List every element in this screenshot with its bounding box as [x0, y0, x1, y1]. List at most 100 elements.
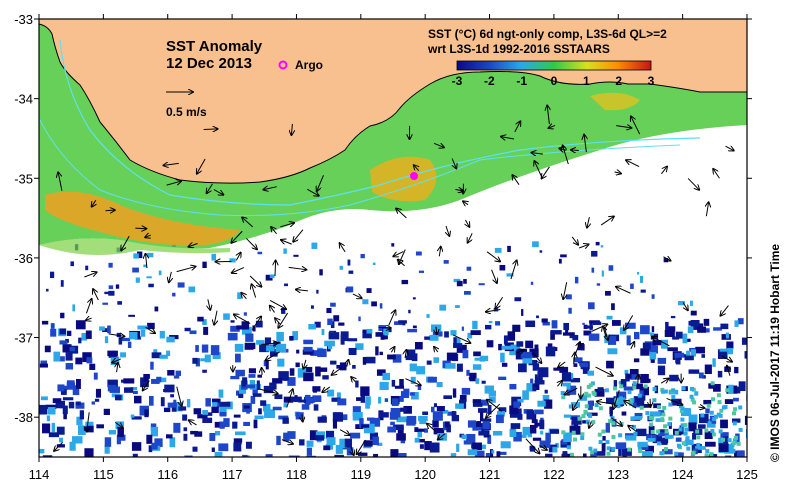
anomaly-pixel: [362, 330, 372, 339]
anomaly-pixel: [682, 333, 688, 344]
anomaly-pixel: [684, 409, 689, 414]
colorbar: [456, 60, 652, 71]
anomaly-pixel: [50, 323, 55, 329]
warm-anomaly-patch-east: [590, 92, 640, 111]
current-vector-arrow: [114, 421, 122, 427]
anomaly-pixel: [245, 459, 248, 463]
anomaly-pixel: [96, 424, 104, 429]
anomaly-pixel: [333, 315, 340, 322]
anomaly-pixel: [193, 408, 202, 415]
anomaly-pixel: [148, 445, 153, 453]
anomaly-pixel: [633, 431, 638, 436]
current-vector-arrow: [261, 343, 277, 345]
anomaly-pixel: [591, 420, 596, 425]
anomaly-pixel: [481, 425, 485, 435]
anomaly-pixel: [337, 398, 347, 406]
anomaly-pixel: [571, 417, 582, 425]
anomaly-pixel: [640, 289, 646, 293]
anomaly-pixel: [352, 406, 361, 416]
anomaly-pixel: [332, 419, 338, 429]
anomaly-pixel: [339, 265, 343, 270]
anomaly-pixel: [482, 418, 492, 422]
anomaly-pixel: [414, 428, 425, 432]
anomaly-pixel: [365, 396, 371, 406]
anomaly-pixel: [53, 351, 61, 362]
anomaly-pixel: [163, 388, 173, 393]
anomaly-pixel: [424, 336, 430, 340]
anomaly-pixel: [565, 294, 572, 300]
anomaly-pixel: [733, 435, 738, 440]
current-vector-arrow: [666, 397, 683, 404]
current-vector-arrow: [87, 412, 90, 431]
anomaly-pixel: [663, 389, 668, 394]
anomaly-pixel: [547, 343, 553, 348]
anomaly-pixel: [593, 448, 598, 453]
anomaly-pixel: [690, 397, 695, 402]
anomaly-pixel: [242, 377, 248, 387]
anomaly-pixel: [383, 328, 389, 336]
anomaly-pixel: [513, 401, 521, 408]
anomaly-pixel: [75, 320, 86, 330]
anomaly-pixel: [677, 452, 684, 457]
anomaly-pixel: [242, 454, 248, 457]
anomaly-pixel: [214, 430, 221, 436]
anomaly-pixel: [400, 391, 410, 399]
colorbar-tick-label: 1: [583, 74, 590, 88]
anomaly-pixel: [274, 394, 283, 400]
current-vector-arrow: [626, 160, 640, 167]
current-vector-arrow: [637, 375, 638, 389]
anomaly-pixel: [56, 426, 65, 435]
anomaly-pixel: [541, 318, 548, 323]
anomaly-pixel: [596, 283, 601, 286]
current-vector-arrow: [280, 223, 294, 228]
anomaly-pixel: [566, 385, 571, 390]
anomaly-pixel: [66, 330, 72, 336]
current-vector-arrow: [108, 334, 125, 336]
anomaly-pixel: [340, 335, 345, 345]
anomaly-pixel: [703, 318, 710, 326]
anomaly-pixel: [626, 335, 631, 346]
current-vector-arrow: [54, 442, 63, 451]
anomaly-pixel: [525, 320, 536, 328]
anomaly-pixel: [355, 343, 364, 350]
anomaly-pixel: [437, 433, 447, 441]
anomaly-pixel: [669, 434, 674, 439]
anomaly-pixel: [143, 374, 149, 382]
anomaly-pixel: [63, 413, 67, 420]
current-vector-arrow: [584, 135, 586, 153]
anomaly-pixel: [291, 396, 302, 402]
anomaly-pixel: [48, 432, 60, 438]
anomaly-pixel: [652, 340, 662, 346]
anomaly-pixel: [734, 366, 739, 374]
anomaly-pixel: [637, 393, 642, 398]
coastal-anomaly-band-outer: [39, 238, 230, 255]
anomaly-pixel: [709, 452, 714, 457]
anomaly-pixel: [728, 384, 734, 394]
anomaly-pixel: [652, 434, 663, 444]
current-vector-arrow: [296, 289, 308, 290]
anomaly-pixel: [683, 442, 688, 447]
anomaly-pixel: [235, 431, 246, 436]
anomaly-pixel: [667, 422, 672, 427]
current-vector-arrow: [565, 387, 578, 394]
current-vector-arrow: [242, 217, 254, 228]
anomaly-pixel: [657, 365, 666, 376]
anomaly-pixel: [615, 442, 627, 450]
anomaly-pixel: [611, 435, 616, 440]
anomaly-pixel: [462, 350, 469, 359]
anomaly-pixel: [397, 452, 407, 457]
anomaly-pixel: [707, 421, 712, 426]
anomaly-pixel: [378, 396, 382, 404]
x-tick-label: 121: [479, 467, 501, 482]
anomaly-pixel: [432, 420, 439, 428]
anomaly-pixel: [189, 330, 197, 335]
anomaly-pixel: [611, 303, 615, 311]
anomaly-pixel: [161, 377, 167, 383]
anomaly-pixel: [246, 455, 250, 457]
anomaly-pixel: [257, 374, 263, 378]
anomaly-pixel: [78, 337, 82, 344]
anomaly-pixel: [39, 448, 45, 454]
anomaly-pixel: [408, 309, 411, 314]
warm-anomaly-patch-central: [370, 156, 437, 202]
current-vector-arrow: [706, 202, 708, 217]
